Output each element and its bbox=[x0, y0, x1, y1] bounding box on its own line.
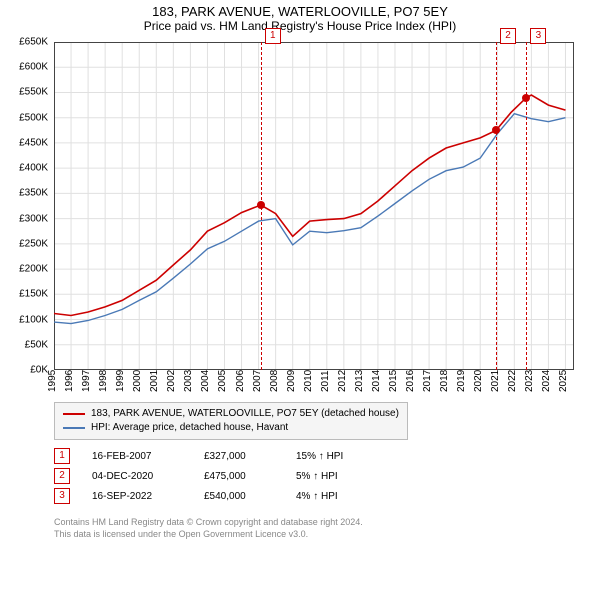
x-tick-label: 2020 bbox=[473, 370, 484, 392]
attribution: Contains HM Land Registry data © Crown c… bbox=[54, 516, 363, 540]
sales-row-number: 3 bbox=[54, 488, 70, 504]
x-tick-label: 2019 bbox=[456, 370, 467, 392]
sale-marker-line bbox=[526, 42, 527, 370]
y-tick-label: £250K bbox=[0, 238, 48, 249]
legend-swatch bbox=[63, 413, 85, 415]
sale-marker-dot bbox=[492, 126, 500, 134]
x-tick-label: 2004 bbox=[200, 370, 211, 392]
sales-row: 2 04-DEC-2020 £475,000 5% ↑ HPI bbox=[54, 466, 343, 486]
y-tick-label: £550K bbox=[0, 87, 48, 98]
sales-row-vs-hpi: 15% ↑ HPI bbox=[296, 451, 343, 462]
sale-marker-number: 3 bbox=[530, 28, 546, 44]
sales-row-price: £475,000 bbox=[204, 471, 274, 482]
attribution-line: This data is licensed under the Open Gov… bbox=[54, 528, 363, 540]
x-tick-label: 2012 bbox=[337, 370, 348, 392]
y-tick-label: £400K bbox=[0, 163, 48, 174]
legend: 183, PARK AVENUE, WATERLOOVILLE, PO7 5EY… bbox=[54, 402, 408, 440]
sales-table: 1 16-FEB-2007 £327,000 15% ↑ HPI 2 04-DEC-202… bbox=[54, 446, 343, 506]
x-tick-label: 2016 bbox=[405, 370, 416, 392]
legend-item: HPI: Average price, detached house, Hava… bbox=[63, 421, 399, 435]
legend-swatch bbox=[63, 427, 85, 429]
sale-marker-number: 2 bbox=[500, 28, 516, 44]
chart-area: £0K£50K£100K£150K£200K£250K£300K£350K£40… bbox=[54, 42, 574, 370]
x-tick-label: 1998 bbox=[98, 370, 109, 392]
x-tick-label: 1997 bbox=[81, 370, 92, 392]
x-tick-label: 2005 bbox=[217, 370, 228, 392]
sales-row-number: 1 bbox=[54, 448, 70, 464]
legend-label: 183, PARK AVENUE, WATERLOOVILLE, PO7 5EY… bbox=[91, 407, 399, 421]
x-tick-label: 2022 bbox=[507, 370, 518, 392]
sales-row-number: 2 bbox=[54, 468, 70, 484]
y-tick-label: £650K bbox=[0, 37, 48, 48]
x-tick-label: 2015 bbox=[388, 370, 399, 392]
y-tick-label: £200K bbox=[0, 264, 48, 275]
y-tick-label: £450K bbox=[0, 137, 48, 148]
sale-marker-number: 1 bbox=[265, 28, 281, 44]
sales-row-price: £540,000 bbox=[204, 491, 274, 502]
legend-item: 183, PARK AVENUE, WATERLOOVILLE, PO7 5EY… bbox=[63, 407, 399, 421]
sales-row-vs-hpi: 5% ↑ HPI bbox=[296, 471, 338, 482]
x-tick-label: 2003 bbox=[183, 370, 194, 392]
x-tick-label: 2023 bbox=[524, 370, 535, 392]
sales-row-vs-hpi: 4% ↑ HPI bbox=[296, 491, 338, 502]
x-tick-label: 2013 bbox=[354, 370, 365, 392]
chart-title: 183, PARK AVENUE, WATERLOOVILLE, PO7 5EY bbox=[0, 4, 600, 19]
y-tick-label: £350K bbox=[0, 188, 48, 199]
x-tick-label: 2017 bbox=[422, 370, 433, 392]
sales-row-date: 16-FEB-2007 bbox=[92, 451, 182, 462]
attribution-line: Contains HM Land Registry data © Crown c… bbox=[54, 516, 363, 528]
x-tick-label: 2006 bbox=[234, 370, 245, 392]
x-tick-label: 2007 bbox=[251, 370, 262, 392]
y-tick-label: £500K bbox=[0, 112, 48, 123]
x-tick-label: 2014 bbox=[371, 370, 382, 392]
x-tick-label: 2018 bbox=[439, 370, 450, 392]
y-tick-label: £0K bbox=[0, 365, 48, 376]
x-tick-label: 2002 bbox=[166, 370, 177, 392]
y-tick-label: £300K bbox=[0, 213, 48, 224]
sales-row-date: 16-SEP-2022 bbox=[92, 491, 182, 502]
y-tick-label: £150K bbox=[0, 289, 48, 300]
y-tick-label: £600K bbox=[0, 62, 48, 73]
sales-row-date: 04-DEC-2020 bbox=[92, 471, 182, 482]
y-tick-label: £100K bbox=[0, 314, 48, 325]
x-tick-label: 2008 bbox=[269, 370, 280, 392]
sale-marker-dot bbox=[257, 201, 265, 209]
x-tick-label: 2010 bbox=[303, 370, 314, 392]
x-tick-label: 1995 bbox=[47, 370, 58, 392]
x-tick-label: 2021 bbox=[490, 370, 501, 392]
sale-marker-dot bbox=[522, 94, 530, 102]
x-tick-label: 2001 bbox=[149, 370, 160, 392]
y-axis-ticks: £0K£50K£100K£150K£200K£250K£300K£350K£40… bbox=[0, 42, 48, 370]
sales-row-price: £327,000 bbox=[204, 451, 274, 462]
x-tick-label: 1996 bbox=[64, 370, 75, 392]
x-tick-label: 2000 bbox=[132, 370, 143, 392]
y-tick-label: £50K bbox=[0, 339, 48, 350]
x-tick-label: 2024 bbox=[541, 370, 552, 392]
sales-row: 3 16-SEP-2022 £540,000 4% ↑ HPI bbox=[54, 486, 343, 506]
sales-row: 1 16-FEB-2007 £327,000 15% ↑ HPI bbox=[54, 446, 343, 466]
x-tick-label: 2011 bbox=[320, 370, 331, 392]
x-tick-label: 2025 bbox=[558, 370, 569, 392]
x-tick-label: 2009 bbox=[286, 370, 297, 392]
legend-label: HPI: Average price, detached house, Hava… bbox=[91, 421, 288, 435]
sale-marker-line bbox=[496, 42, 497, 370]
x-tick-label: 1999 bbox=[115, 370, 126, 392]
